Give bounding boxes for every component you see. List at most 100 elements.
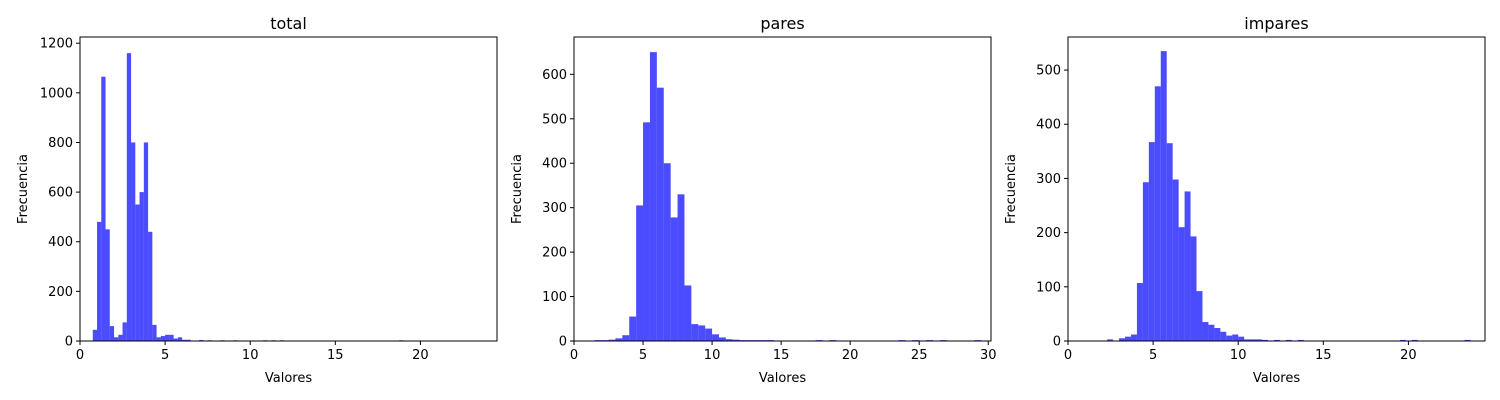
histogram-bar — [712, 334, 719, 341]
y-tick-label: 0 — [1053, 335, 1061, 350]
y-tick-label: 200 — [1036, 226, 1061, 241]
y-tick-label: 400 — [542, 157, 567, 172]
x-tick-label: 5 — [161, 348, 169, 363]
histogram-bar — [649, 52, 657, 342]
x-tick-label: 15 — [327, 348, 344, 363]
histogram-bar — [1226, 335, 1233, 341]
histogram-bar — [148, 231, 153, 341]
histogram-bar — [1256, 339, 1263, 341]
histogram-bar — [725, 339, 733, 341]
histogram-bar — [1220, 331, 1227, 341]
histogram-bar — [1202, 322, 1209, 341]
x-tick-label: 5 — [1149, 348, 1157, 363]
histogram-bar — [101, 76, 106, 342]
x-tick-label: 15 — [773, 348, 790, 363]
y-tick-label: 300 — [1036, 172, 1061, 187]
histogram-bar — [705, 328, 713, 341]
y-tick-label: 600 — [542, 68, 567, 83]
histogram-bar — [1464, 339, 1471, 341]
histogram-bar — [1411, 339, 1418, 341]
histogram-bar — [1232, 334, 1239, 341]
x-tick-label: 20 — [412, 348, 429, 363]
x-tick-label: 10 — [704, 348, 721, 363]
histogram-bar — [684, 285, 692, 341]
chart-title: total — [270, 14, 307, 33]
y-tick-label: 0 — [65, 335, 73, 350]
x-tick-label: 10 — [242, 348, 259, 363]
histogram-bar — [1244, 339, 1251, 341]
histogram-bar — [126, 53, 132, 341]
x-tick-label: 20 — [1400, 348, 1417, 363]
histogram-bar — [608, 339, 616, 341]
histogram-bar — [1262, 339, 1268, 341]
y-axis-label: Frecuencia — [1004, 154, 1019, 224]
x-tick-label: 0 — [76, 348, 84, 363]
histogram-bar — [656, 87, 664, 341]
histogram-bar — [1160, 51, 1167, 342]
x-axis-label: Valores — [1253, 371, 1300, 386]
histogram-bar — [1238, 336, 1245, 341]
axes-frame — [573, 36, 992, 342]
axes-frame — [79, 36, 498, 342]
histogram-bar — [643, 122, 650, 341]
histogram-bar — [92, 329, 98, 341]
x-tick-label: 20 — [842, 348, 859, 363]
histogram-bar — [131, 142, 136, 341]
y-tick-label: 200 — [48, 285, 73, 300]
x-tick-label: 0 — [570, 348, 578, 363]
histogram-bar — [1196, 291, 1203, 341]
x-axis-label: Valores — [265, 371, 312, 386]
histogram-bar — [1154, 86, 1161, 341]
histogram-bar — [1184, 191, 1191, 341]
histogram-bar — [615, 338, 623, 341]
histogram-bar — [135, 204, 140, 341]
y-tick-label: 1000 — [40, 86, 73, 101]
histogram-bar — [1250, 339, 1257, 341]
y-tick-label: 500 — [1036, 64, 1061, 79]
y-tick-label: 100 — [1036, 280, 1061, 295]
x-tick-label: 25 — [911, 348, 928, 363]
bars-group — [92, 53, 480, 342]
y-tick-label: 1200 — [40, 37, 73, 52]
histogram-bar — [1297, 339, 1304, 341]
y-tick-label: 0 — [559, 335, 567, 350]
y-tick-label: 100 — [542, 290, 567, 305]
histogram-bar — [156, 337, 161, 341]
histogram-bar — [182, 339, 187, 341]
histogram-bar — [143, 142, 149, 341]
histogram-bar — [622, 335, 630, 341]
x-tick-label: 15 — [1315, 348, 1332, 363]
histogram-bar — [109, 326, 115, 341]
chart-title: impares — [1244, 14, 1308, 33]
histogram-bar — [1125, 336, 1131, 341]
y-tick-label: 400 — [48, 235, 73, 250]
histogram-bar — [636, 205, 644, 341]
histogram-bar — [165, 334, 170, 341]
y-tick-label: 600 — [48, 186, 73, 201]
bars-group — [1107, 51, 1471, 342]
histogram-bar — [1190, 236, 1197, 341]
histogram-bar — [97, 221, 102, 341]
histogram-bar — [139, 192, 144, 341]
histogram-bar — [114, 337, 119, 341]
histogram-bar — [1136, 283, 1143, 341]
histogram-bar — [1119, 338, 1126, 341]
histogram-bar — [663, 163, 671, 341]
y-tick-label: 200 — [542, 246, 567, 261]
histogram-bar — [1166, 143, 1173, 341]
x-tick-label: 0 — [1064, 348, 1072, 363]
histogram-bar — [1399, 339, 1406, 341]
histogram-bar — [1285, 339, 1292, 341]
x-tick-label: 10 — [1230, 348, 1247, 363]
histogram-bar — [698, 325, 706, 341]
histogram-bar — [670, 217, 678, 341]
x-tick-label: 5 — [639, 348, 647, 363]
y-tick-label: 300 — [542, 201, 567, 216]
histogram-bar — [160, 336, 166, 341]
histogram-bar — [1214, 327, 1221, 341]
x-axis-label: Valores — [759, 371, 806, 386]
